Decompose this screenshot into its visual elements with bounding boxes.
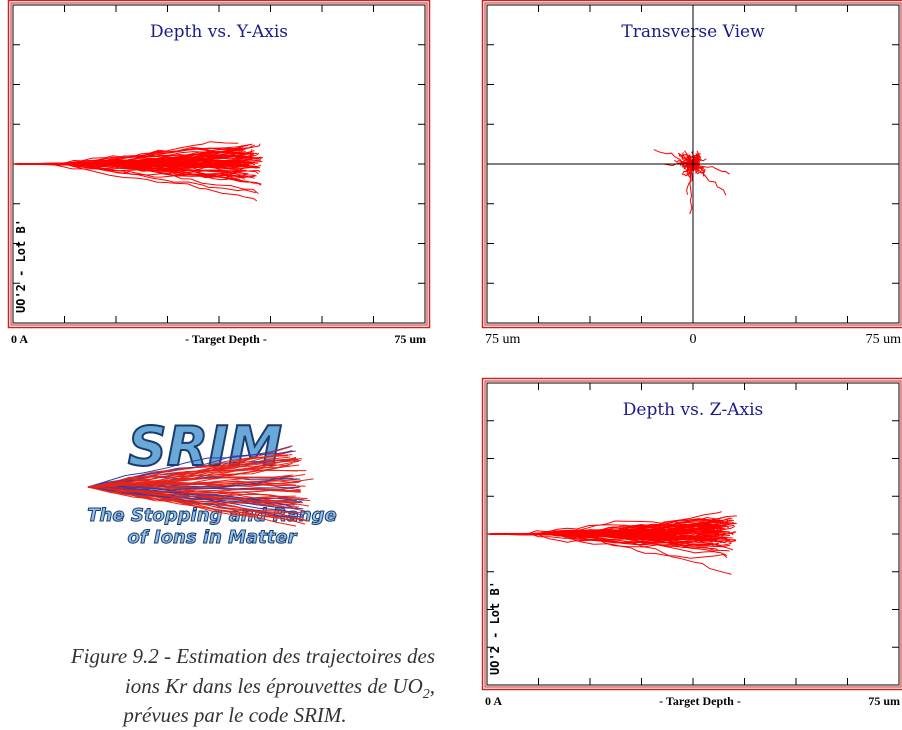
logo-track <box>87 486 306 525</box>
ion-trajectory <box>12 143 261 166</box>
ion-trajectory <box>692 158 707 165</box>
ion-trajectory <box>692 163 705 177</box>
logo-track <box>87 474 294 488</box>
logo-track <box>87 465 290 488</box>
ion-trajectory <box>486 533 732 575</box>
x-left-label: 0 A <box>485 694 502 708</box>
panel-frame <box>481 377 902 691</box>
ion-trajectory <box>486 531 715 541</box>
ion-trajectory <box>12 163 262 186</box>
logo-track <box>87 464 289 488</box>
logo-track <box>87 486 304 504</box>
x-left-label: 75 um <box>485 332 521 347</box>
panel-title: Depth vs. Z-Axis <box>623 400 763 420</box>
caption-text: , <box>430 674 435 698</box>
ion-trajectory <box>486 519 732 536</box>
logo-track <box>87 486 305 501</box>
x-right-label: 75 um <box>394 332 426 346</box>
x-right-label: 75 um <box>868 694 900 708</box>
x-right-label: 75 um <box>866 332 902 347</box>
trajectories <box>486 511 737 575</box>
srim-logo: SRIM The Stopping and Range of Ions in M… <box>87 414 337 549</box>
plot-panel: Depth vs. Z-Axis UO'2 - Lot B' 0 A - Target… <box>481 377 902 708</box>
x-center-label: 0 <box>690 332 697 347</box>
caption-text: ions Kr dans les éprouvettes de UO <box>125 674 423 698</box>
trajectories <box>12 141 263 202</box>
ion-trajectory <box>12 152 260 167</box>
x-center-label: - Target Depth - <box>659 694 741 708</box>
side-label: UO'2 - Lot B' <box>14 219 28 313</box>
plot-panel: Depth vs. Y-Axis UO'2 - Lot B' 0 A - Target… <box>7 0 431 346</box>
caption-subscript: 2 <box>423 687 430 702</box>
logo-track <box>87 486 300 508</box>
ion-trajectory <box>12 163 246 180</box>
ion-trajectory <box>486 533 715 540</box>
x-center-label: - Target Depth - <box>185 332 267 346</box>
logo-name: SRIM <box>128 415 282 478</box>
caption-line: ions Kr dans les éprouvettes de UO2, <box>125 674 435 702</box>
panel-frame <box>7 0 431 329</box>
ion-trajectory <box>12 148 246 165</box>
logo-track <box>87 458 297 488</box>
x-left-label: 0 A <box>11 332 28 346</box>
logo-track <box>87 486 303 513</box>
panel-frame <box>481 0 902 329</box>
ion-trajectory <box>12 141 239 165</box>
ion-trajectory <box>486 533 730 552</box>
panel-title: Depth vs. Y-Axis <box>150 22 288 42</box>
ion-trajectory <box>486 533 716 539</box>
ion-trajectory <box>673 159 694 165</box>
caption-line: Figure 9.2 - Estimation des trajectoires… <box>70 644 435 668</box>
ion-trajectory <box>486 533 728 559</box>
ion-trajectory <box>12 163 258 202</box>
logo-track <box>87 478 301 489</box>
side-label: UO'2 - Lot B' <box>488 581 502 675</box>
logo-line: of Ions in Matter <box>128 527 298 548</box>
caption-line: prévues par le code SRIM. <box>121 703 346 727</box>
